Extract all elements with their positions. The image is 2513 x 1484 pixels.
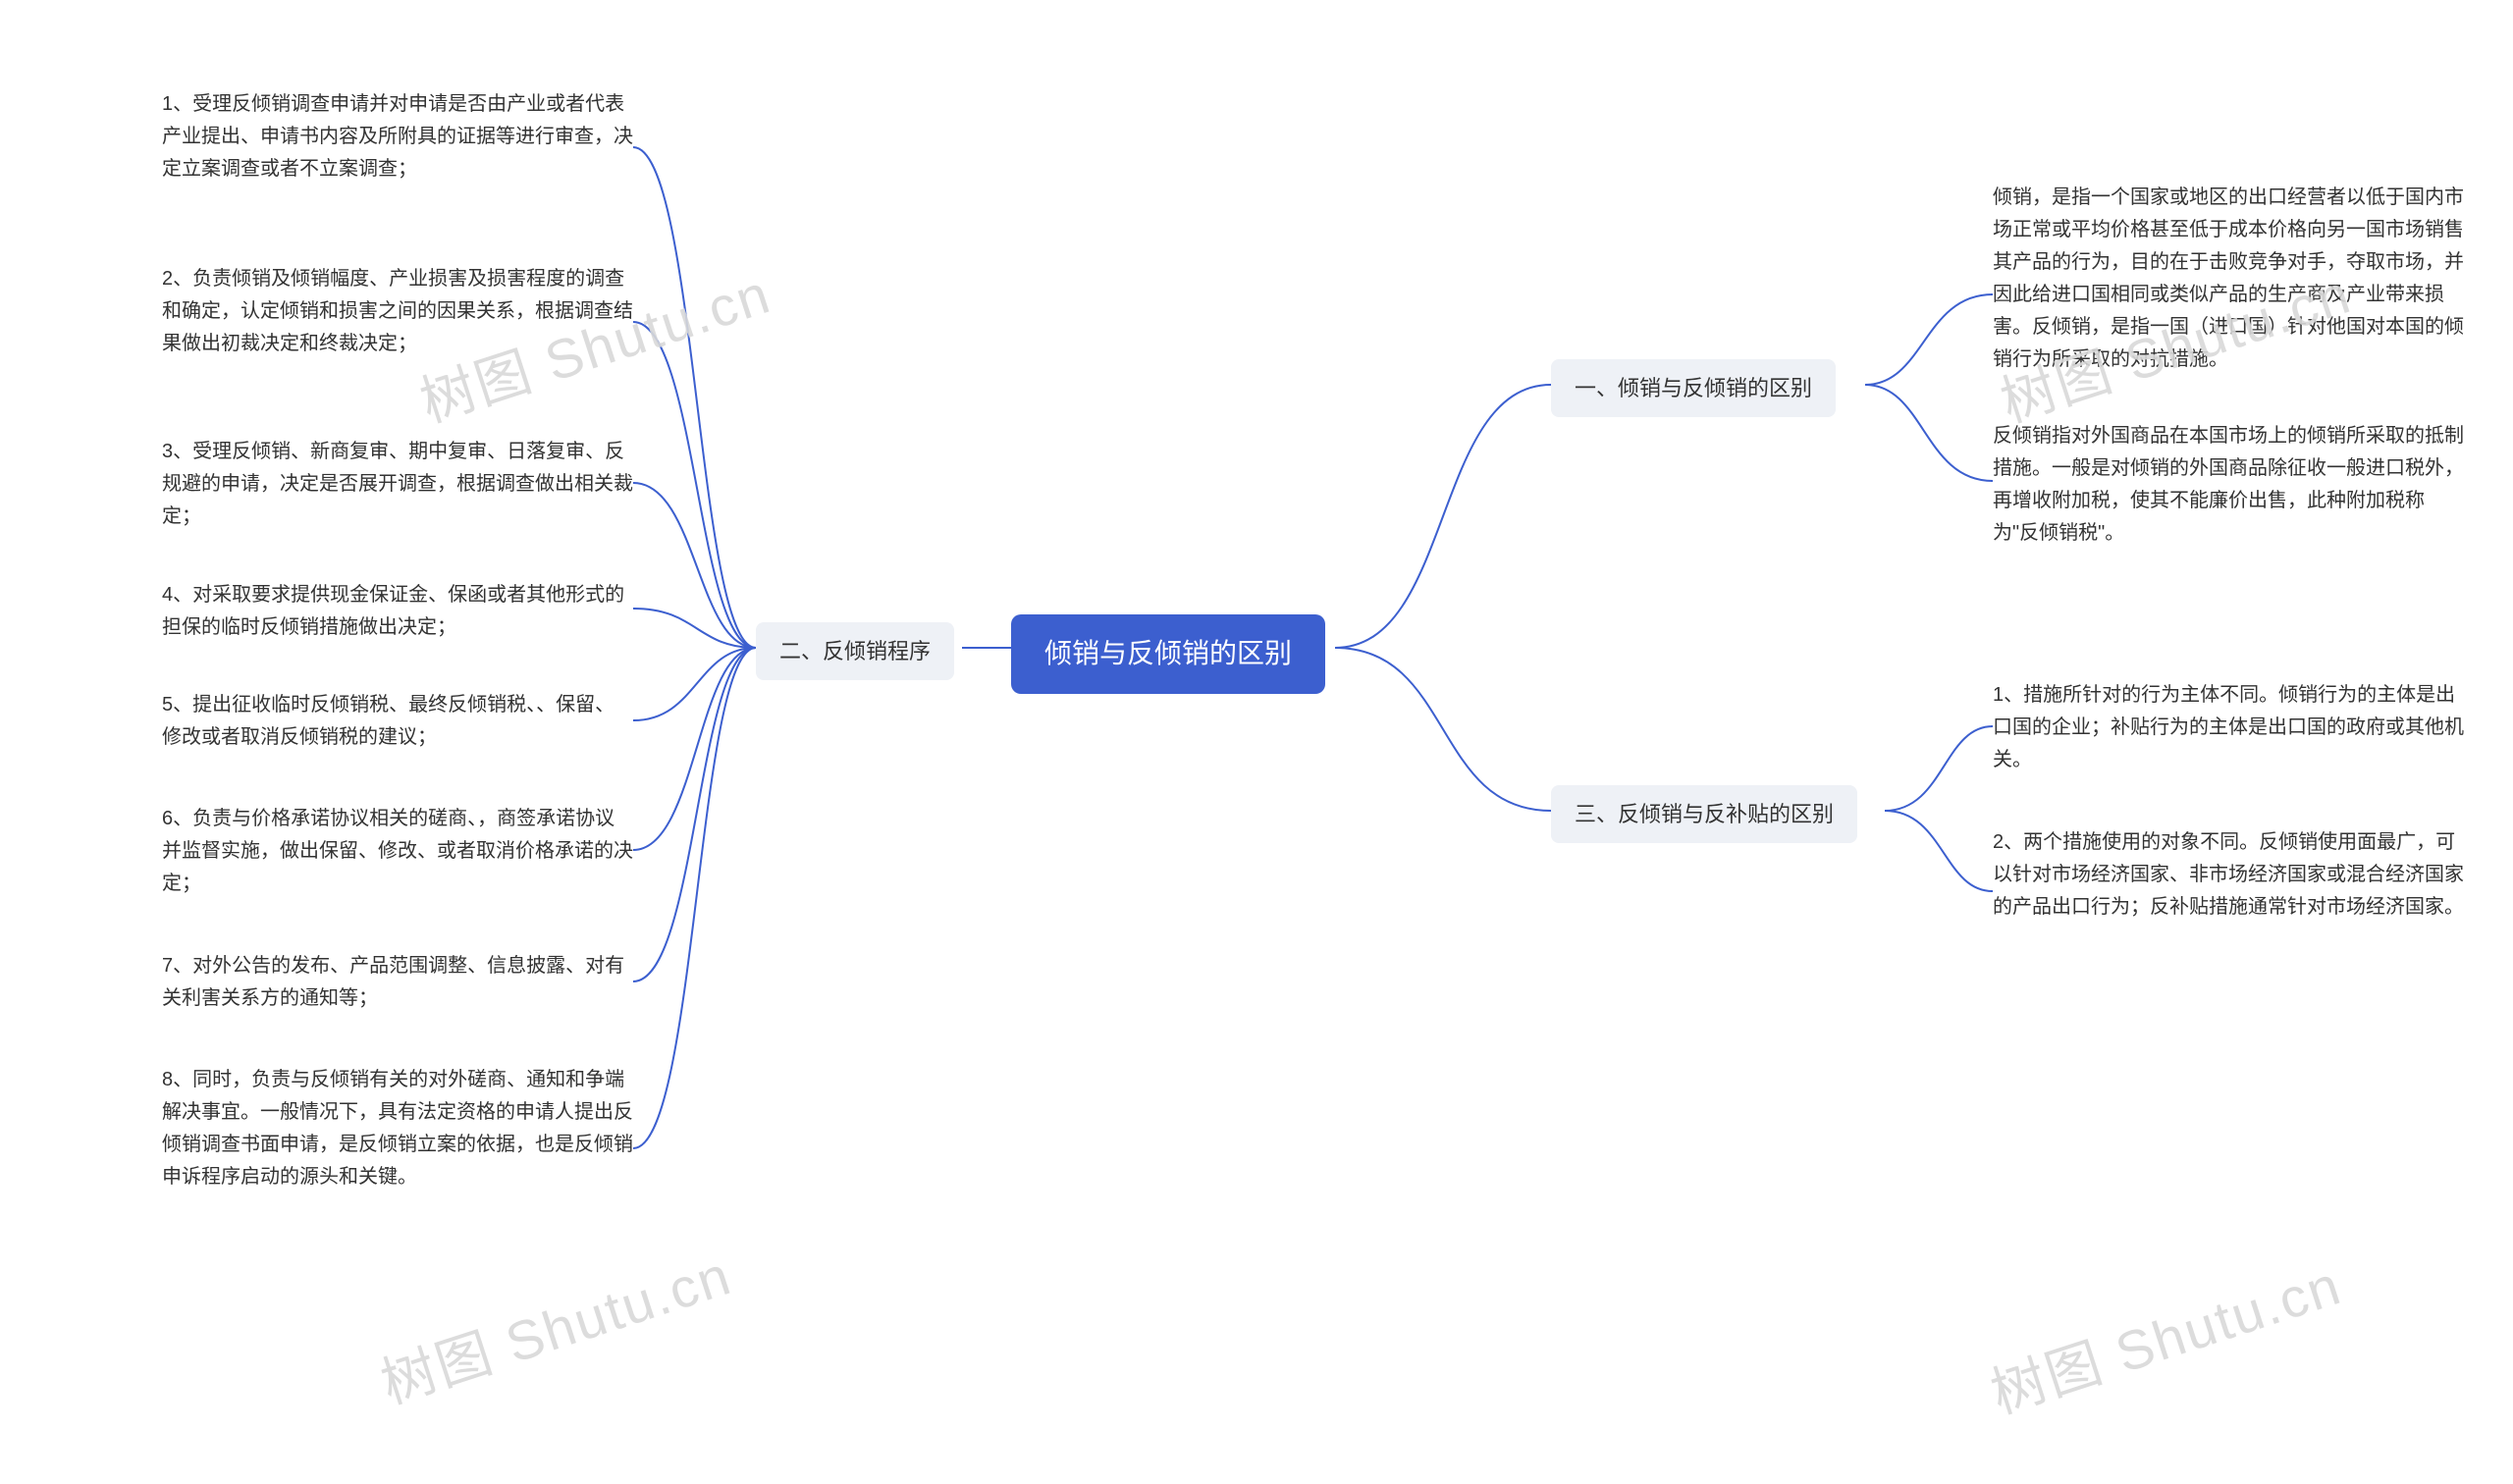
leaf-b2l5: 5、提出征收临时反倾销税、最终反倾销税、、保留、修改或者取消反倾销税的建议； bbox=[162, 689, 633, 754]
leaf-b1l2: 反倾销指对外国商品在本国市场上的倾销所采取的抵制措施。一般是对倾销的外国商品除征… bbox=[1993, 420, 2464, 550]
watermark: 树图 Shutu.cn bbox=[370, 1232, 741, 1420]
leaf-b2l1: 1、受理反倾销调查申请并对申请是否由产业或者代表产业提出、申请书内容及所附具的证… bbox=[162, 88, 633, 186]
leaf-b2l8: 8、同时，负责与反倾销有关的对外磋商、通知和争端解决事宜。一般情况下，具有法定资… bbox=[162, 1064, 633, 1193]
leaf-b3l1: 1、措施所针对的行为主体不同。倾销行为的主体是出口国的企业；补贴行为的主体是出口… bbox=[1993, 679, 2464, 776]
leaf-b2l7: 7、对外公告的发布、产品范围调整、信息披露、对有关利害关系方的通知等； bbox=[162, 950, 633, 1015]
leaf-b2l2: 2、负责倾销及倾销幅度、产业损害及损害程度的调查和确定，认定倾销和损害之间的因果… bbox=[162, 263, 633, 360]
mindmap-root[interactable]: 倾销与反倾销的区别 bbox=[1011, 614, 1325, 694]
branch-b2[interactable]: 二、反倾销程序 bbox=[756, 622, 954, 680]
branch-b3[interactable]: 三、反倾销与反补贴的区别 bbox=[1551, 785, 1857, 843]
leaf-b2l4: 4、对采取要求提供现金保证金、保函或者其他形式的担保的临时反倾销措施做出决定； bbox=[162, 579, 633, 644]
leaf-b1l1: 倾销，是指一个国家或地区的出口经营者以低于国内市场正常或平均价格甚至低于成本价格… bbox=[1993, 182, 2464, 376]
leaf-b2l3: 3、受理反倾销、新商复审、期中复审、日落复审、反规避的申请，决定是否展开调查，根… bbox=[162, 436, 633, 533]
branch-b1[interactable]: 一、倾销与反倾销的区别 bbox=[1551, 359, 1836, 417]
watermark: 树图 Shutu.cn bbox=[1980, 1242, 2351, 1430]
leaf-b3l2: 2、两个措施使用的对象不同。反倾销使用面最广，可以针对市场经济国家、非市场经济国… bbox=[1993, 826, 2464, 924]
leaf-b2l6: 6、负责与价格承诺协议相关的磋商、，商签承诺协议并监督实施，做出保留、修改、或者… bbox=[162, 803, 633, 900]
